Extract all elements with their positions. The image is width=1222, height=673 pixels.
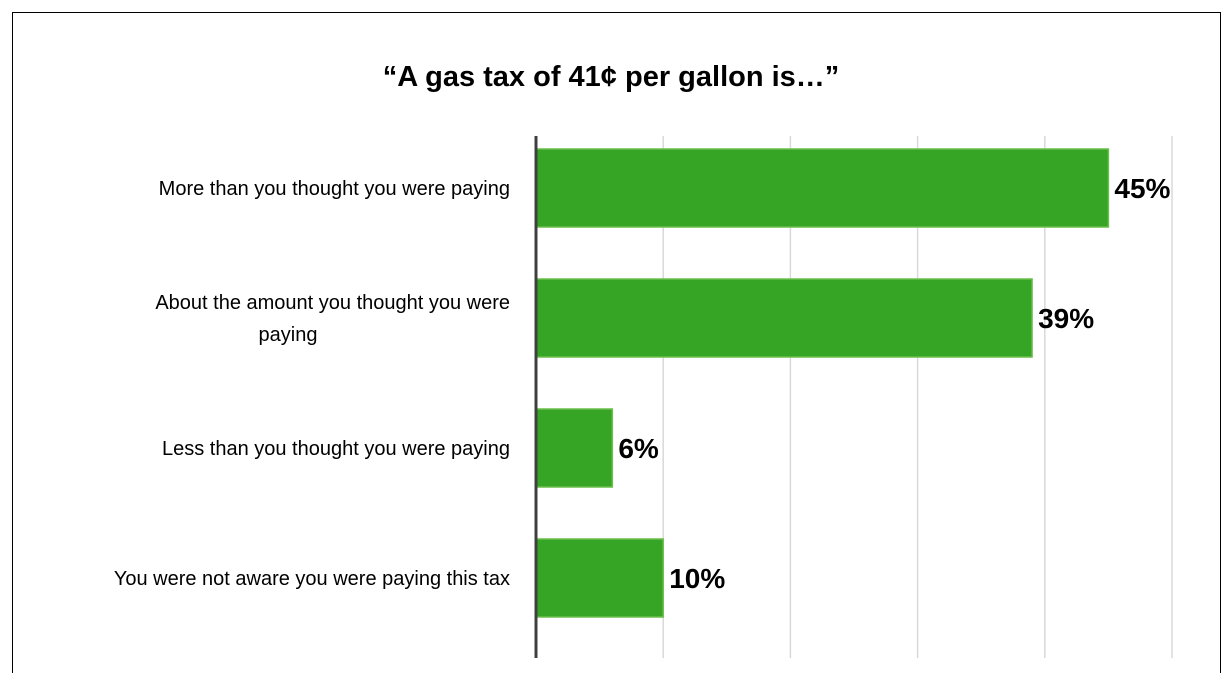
data-label: 10%	[669, 563, 725, 594]
data-label: 45%	[1114, 173, 1170, 204]
bars	[535, 148, 1110, 618]
category-label: About the amount you thought you were	[155, 292, 510, 314]
value-labels: 45% 39% 6% 10%	[618, 173, 1170, 594]
category-labels: More than you thought you were paying Abo…	[114, 178, 510, 590]
category-label: You were not aware you were paying this …	[114, 568, 510, 590]
bar	[535, 538, 664, 618]
chart-title: “A gas tax of 41¢ per gallon is…”	[382, 61, 840, 93]
bar	[535, 408, 614, 488]
data-label: 39%	[1038, 303, 1094, 334]
category-label: paying	[259, 324, 318, 346]
bar	[535, 148, 1110, 228]
data-label: 6%	[618, 433, 659, 464]
category-label: Less than you thought you were paying	[162, 438, 510, 460]
category-label: More than you thought you were paying	[159, 178, 510, 200]
bar	[535, 278, 1033, 358]
